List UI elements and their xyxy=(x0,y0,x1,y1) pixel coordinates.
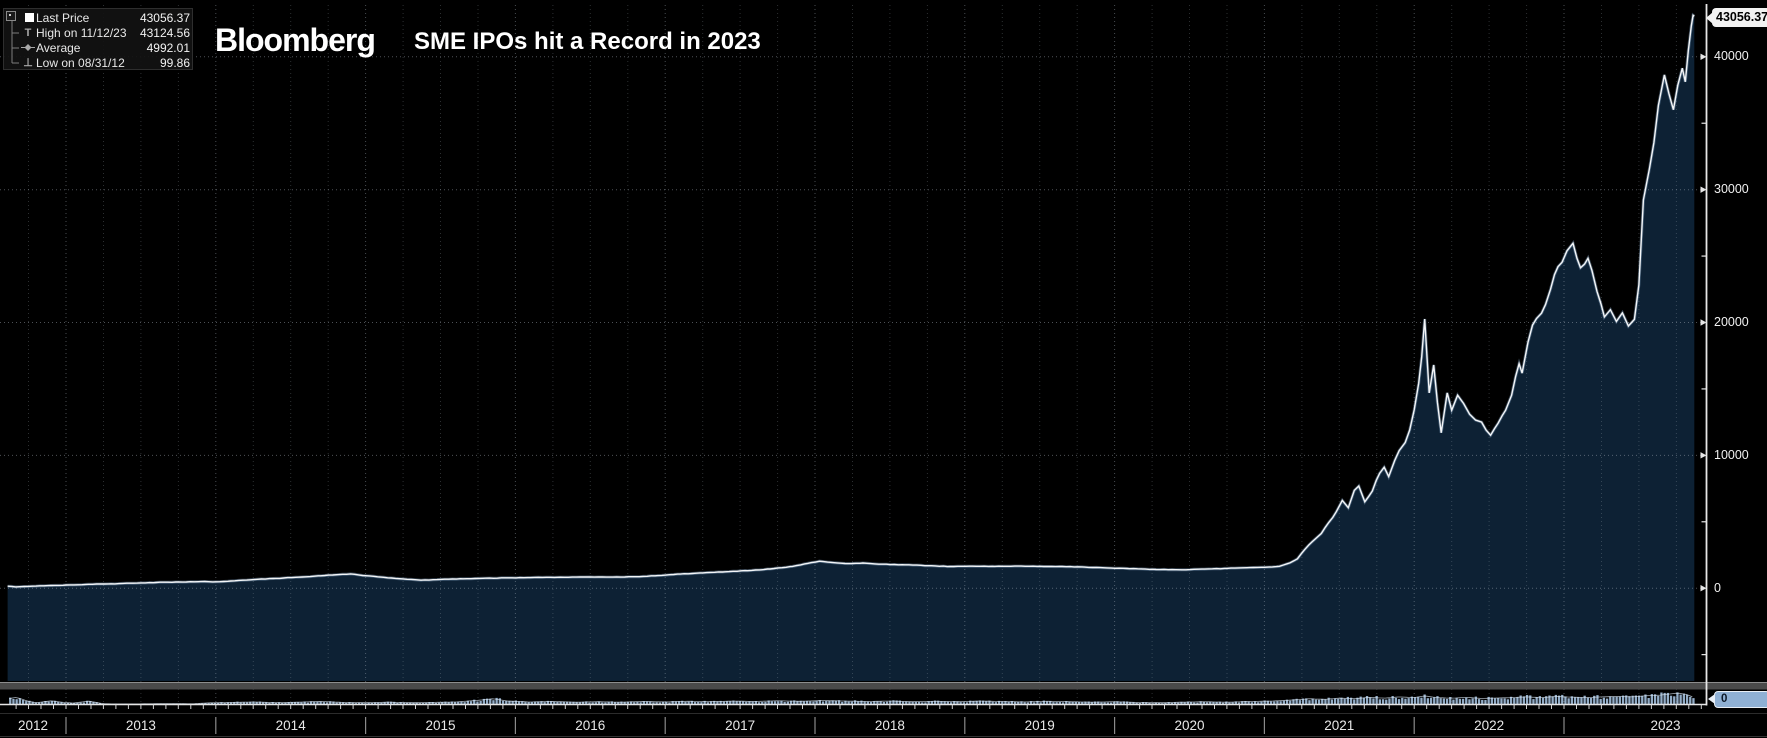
timeline-year-label[interactable]: 2017 xyxy=(725,718,756,733)
y-axis-major-tick xyxy=(1700,452,1707,459)
timeline-year-label[interactable]: 2023 xyxy=(1650,718,1681,733)
legend-label: Low on 08/31/12 xyxy=(36,56,125,70)
y-axis-major-tick xyxy=(1700,585,1707,592)
legend-row-low[interactable]: ⊥ Low on 08/31/12 99.86 xyxy=(20,56,190,71)
average-marker-icon xyxy=(20,41,36,56)
high-marker-icon: T xyxy=(24,27,32,39)
timeline-year-label[interactable]: 2018 xyxy=(874,718,905,733)
legend-row-last-price[interactable]: Last Price 43056.37 xyxy=(20,11,190,26)
legend-value: 4992.01 xyxy=(146,41,190,55)
legend-collapse-toggle[interactable] xyxy=(6,11,16,21)
price-line xyxy=(7,14,1695,588)
y-axis-label: 20000 xyxy=(1714,315,1749,329)
timeline-year-label[interactable]: 2012 xyxy=(17,718,49,733)
timeline-year-label[interactable]: 2014 xyxy=(275,718,306,733)
legend-value: 99.86 xyxy=(159,56,190,70)
y-axis-major-tick xyxy=(1700,319,1707,326)
legend-label: Average xyxy=(36,41,81,55)
legend-value: 43056.37 xyxy=(139,11,190,25)
y-axis-label: 30000 xyxy=(1714,182,1749,197)
timeline-year-label[interactable]: 2016 xyxy=(575,718,606,733)
legend-label: High on 11/12/23 xyxy=(36,26,127,40)
legend-tree-icon xyxy=(11,21,19,64)
bloomberg-logo: Bloomberg xyxy=(215,22,376,58)
price-area-fill xyxy=(7,15,1695,682)
timeline-year-label[interactable]: 2019 xyxy=(1024,718,1055,733)
panel-divider[interactable] xyxy=(0,682,1767,690)
legend-value: 43124.56 xyxy=(139,26,190,40)
y-axis-major-tick xyxy=(1700,186,1707,193)
legend-row-average[interactable]: Average 4992.01 xyxy=(20,41,190,56)
last-price-badge: 43056.37 xyxy=(1705,8,1767,27)
low-marker-icon: ⊥ xyxy=(23,57,33,69)
chart-legend[interactable]: Last Price 43056.37 T High on 11/12/23 4… xyxy=(3,8,193,70)
page-title: SME IPOs hit a Record in 2023 xyxy=(414,28,761,55)
legend-label: Last Price xyxy=(36,11,90,25)
y-axis-label: 0 xyxy=(1714,580,1721,595)
timeline-year-label[interactable]: 2013 xyxy=(125,718,156,733)
y-axis-major-tick xyxy=(1700,53,1707,60)
y-axis-label: 40000 xyxy=(1714,49,1749,64)
last-price-swatch-icon xyxy=(20,11,36,26)
volume-last-value-badge: 0 xyxy=(1708,691,1767,708)
timeline-year-label[interactable]: 2015 xyxy=(425,718,456,733)
timeline-year-label[interactable]: 2022 xyxy=(1474,718,1505,733)
volume-bars xyxy=(9,692,1695,705)
y-axis-label: 10000 xyxy=(1714,447,1749,462)
volume-top-line xyxy=(9,692,1693,705)
timeline-year-label[interactable]: 2020 xyxy=(1174,718,1205,733)
timeline-year-label[interactable]: 2021 xyxy=(1324,718,1355,733)
legend-row-high[interactable]: T High on 11/12/23 43124.56 xyxy=(20,26,190,41)
